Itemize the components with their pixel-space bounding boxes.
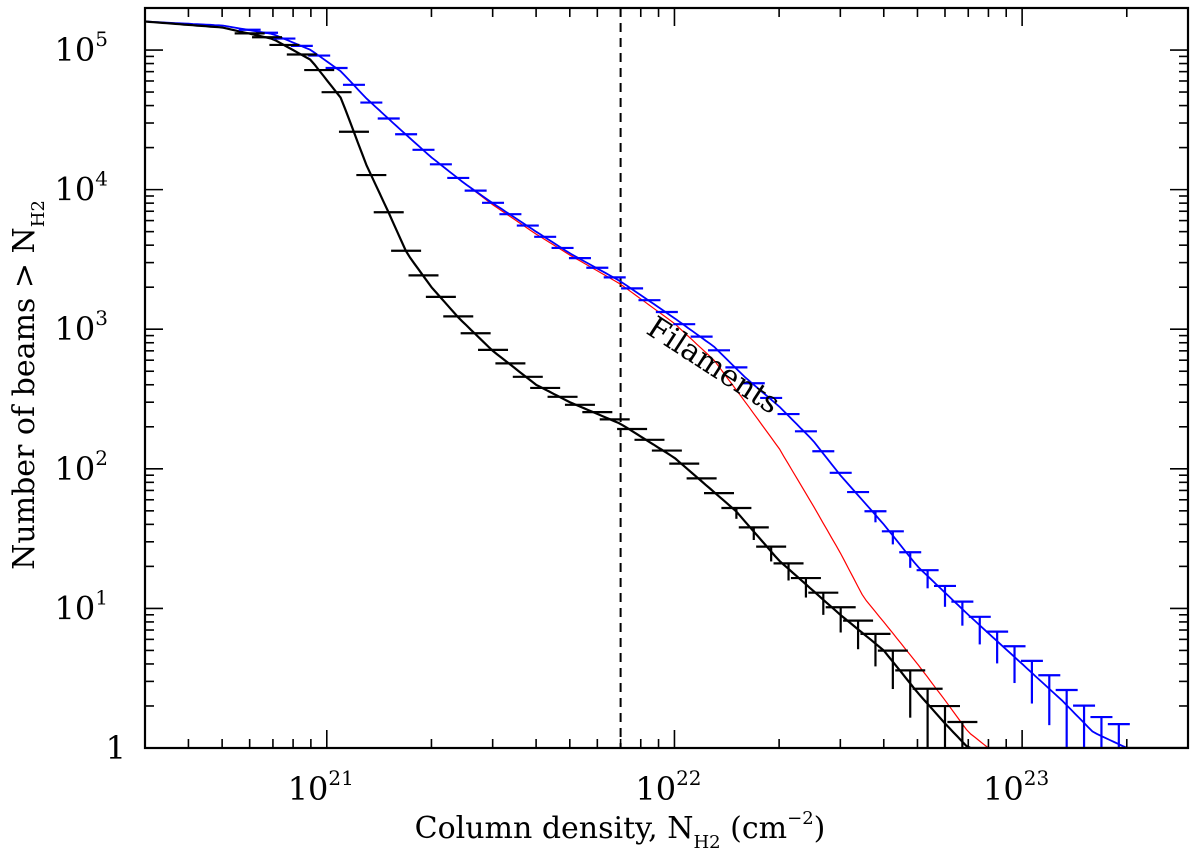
filaments-annotation: Filaments — [641, 310, 787, 422]
y-tick-label: 103 — [55, 306, 108, 348]
x-tick-label: 1022 — [635, 766, 701, 808]
y-tick-label: 104 — [55, 167, 108, 209]
plot-frame — [143, 6, 1190, 750]
y-tick-label: 102 — [55, 446, 108, 488]
y-tick-label: 1 — [106, 729, 126, 767]
series-line-background — [145, 20, 1188, 748]
y-tick-label: 105 — [55, 27, 108, 69]
x-axis-title: Column density, NH2 (cm−2) — [415, 808, 826, 853]
y-axis-title: Number of beams > NH2 — [7, 200, 49, 570]
plot-area — [145, 8, 1188, 748]
series-line-background-dense-cores — [145, 20, 1188, 748]
x-tick-label: 1023 — [983, 766, 1049, 808]
x-tick-label: 1021 — [288, 766, 354, 808]
y-tick-label: 101 — [55, 585, 108, 627]
series-line-total — [145, 20, 1188, 748]
axis-labels: 1021 1022 1023 1 101 102 103 104 105 — [55, 27, 1050, 808]
axis-ticks — [144, 7, 1189, 749]
